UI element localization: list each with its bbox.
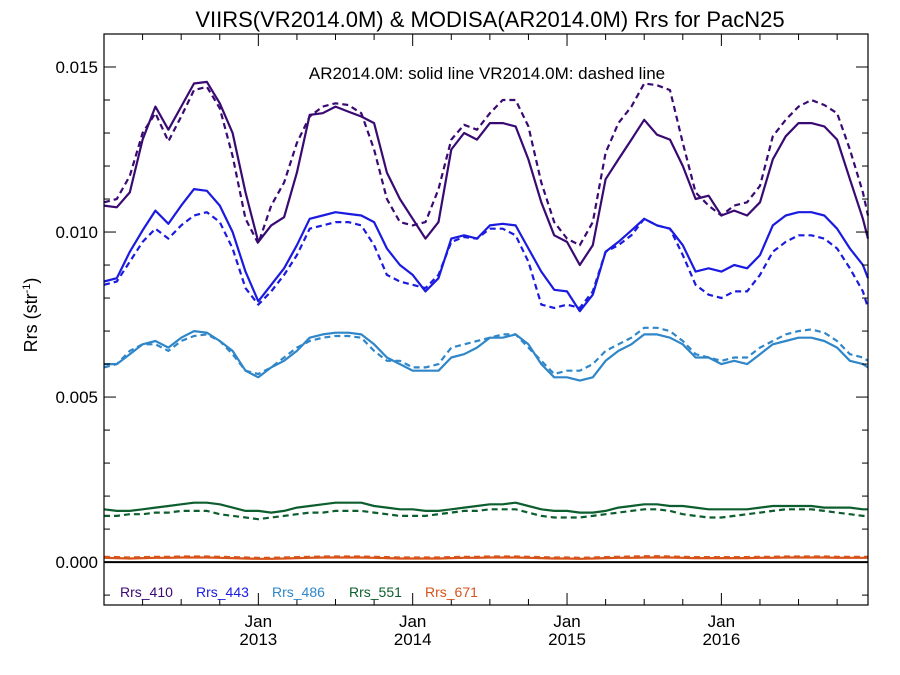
line-style-annotation: AR2014.0M: solid line VR2014.0M: dashed … [309,64,665,83]
x-tick-year: 2016 [702,630,740,649]
y-tick-label: 0.000 [55,553,98,572]
legend-rrs-410: Rrs_410 [120,584,173,600]
rrs-410-vr2014-dashed-line [103,82,870,247]
rrs-551-ar2014-solid-line [103,501,868,514]
y-axis-label-close: ) [21,278,41,284]
x-tick-year: 2013 [239,630,277,649]
rrs-443-ar2014-solid-line [103,188,870,313]
rrs-551-vr2014-dashed-line [104,508,868,521]
y-axis-label-text: Rrs (str [21,293,41,352]
rrs-671-vr2014-dashed-line [103,555,868,559]
x-tick-year: 2014 [394,630,432,649]
legend-rrs-551: Rrs_551 [349,584,402,600]
y-axis-label-superscript: -1 [21,284,33,294]
rrs-486-vr2014-dashed-line [103,326,869,376]
rrs-410-ar2014-solid-line [103,80,870,267]
x-tick-year: 2015 [548,630,586,649]
x-tick-month: Jan [399,612,426,631]
y-tick-label: 0.005 [55,388,98,407]
y-tick-label: 0.010 [55,223,98,242]
rrs-443-vr2014-dashed-line [103,211,870,309]
legend-rrs-671: Rrs_671 [425,584,478,600]
y-tick-label: 0.015 [55,58,98,77]
plot-frame [103,33,869,606]
legend-rrs-443: Rrs_443 [196,584,249,600]
chart-title: VIIRS(VR2014.0M) & MODISA(AR2014.0M) Rrs… [195,7,784,32]
x-tick-month: Jan [245,612,272,631]
legend-rrs-486: Rrs_486 [272,584,325,600]
plot-area: 0.0000.0050.0100.015Jan2013Jan2014Jan201… [55,33,870,649]
x-tick-month: Jan [708,612,735,631]
x-tick-month: Jan [553,612,580,631]
y-axis-label: Rrs (str-1) [21,278,41,353]
